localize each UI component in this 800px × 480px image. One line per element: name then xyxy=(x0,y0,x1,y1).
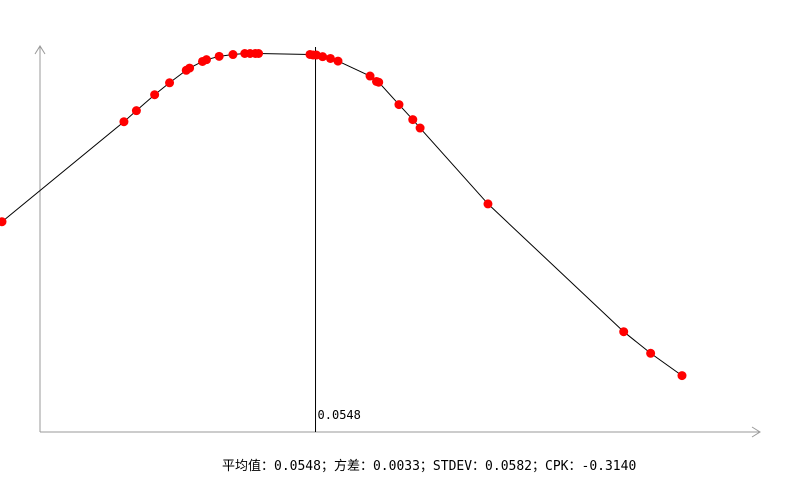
data-point xyxy=(201,55,211,65)
data-point xyxy=(677,371,687,381)
data-point xyxy=(185,63,195,73)
data-points xyxy=(0,49,687,381)
data-point xyxy=(150,90,160,100)
y-axis-arrow xyxy=(34,45,46,55)
data-point xyxy=(165,78,175,88)
data-point xyxy=(254,49,264,58)
data-point xyxy=(0,217,7,227)
x-axis-arrow xyxy=(751,426,761,438)
data-point xyxy=(318,52,328,62)
data-point xyxy=(228,50,238,60)
data-point xyxy=(214,51,224,61)
data-point xyxy=(619,327,629,337)
x-axis xyxy=(40,426,761,438)
data-point xyxy=(374,77,384,87)
y-axis xyxy=(34,45,46,432)
statistics-summary: 平均值：0.0548；方差：0.0033；STDEV：0.0582；CPK：-0… xyxy=(222,458,636,474)
data-point xyxy=(483,199,493,209)
data-point xyxy=(365,71,375,81)
data-point xyxy=(394,100,404,110)
data-point xyxy=(333,56,343,66)
data-point xyxy=(415,123,425,133)
data-point xyxy=(408,115,418,125)
data-point xyxy=(325,53,335,63)
data-point xyxy=(119,117,129,127)
data-point xyxy=(131,106,141,116)
mean-value-label: 0.0548 xyxy=(318,408,361,422)
data-point xyxy=(646,348,656,358)
distribution-curve xyxy=(1,53,683,377)
